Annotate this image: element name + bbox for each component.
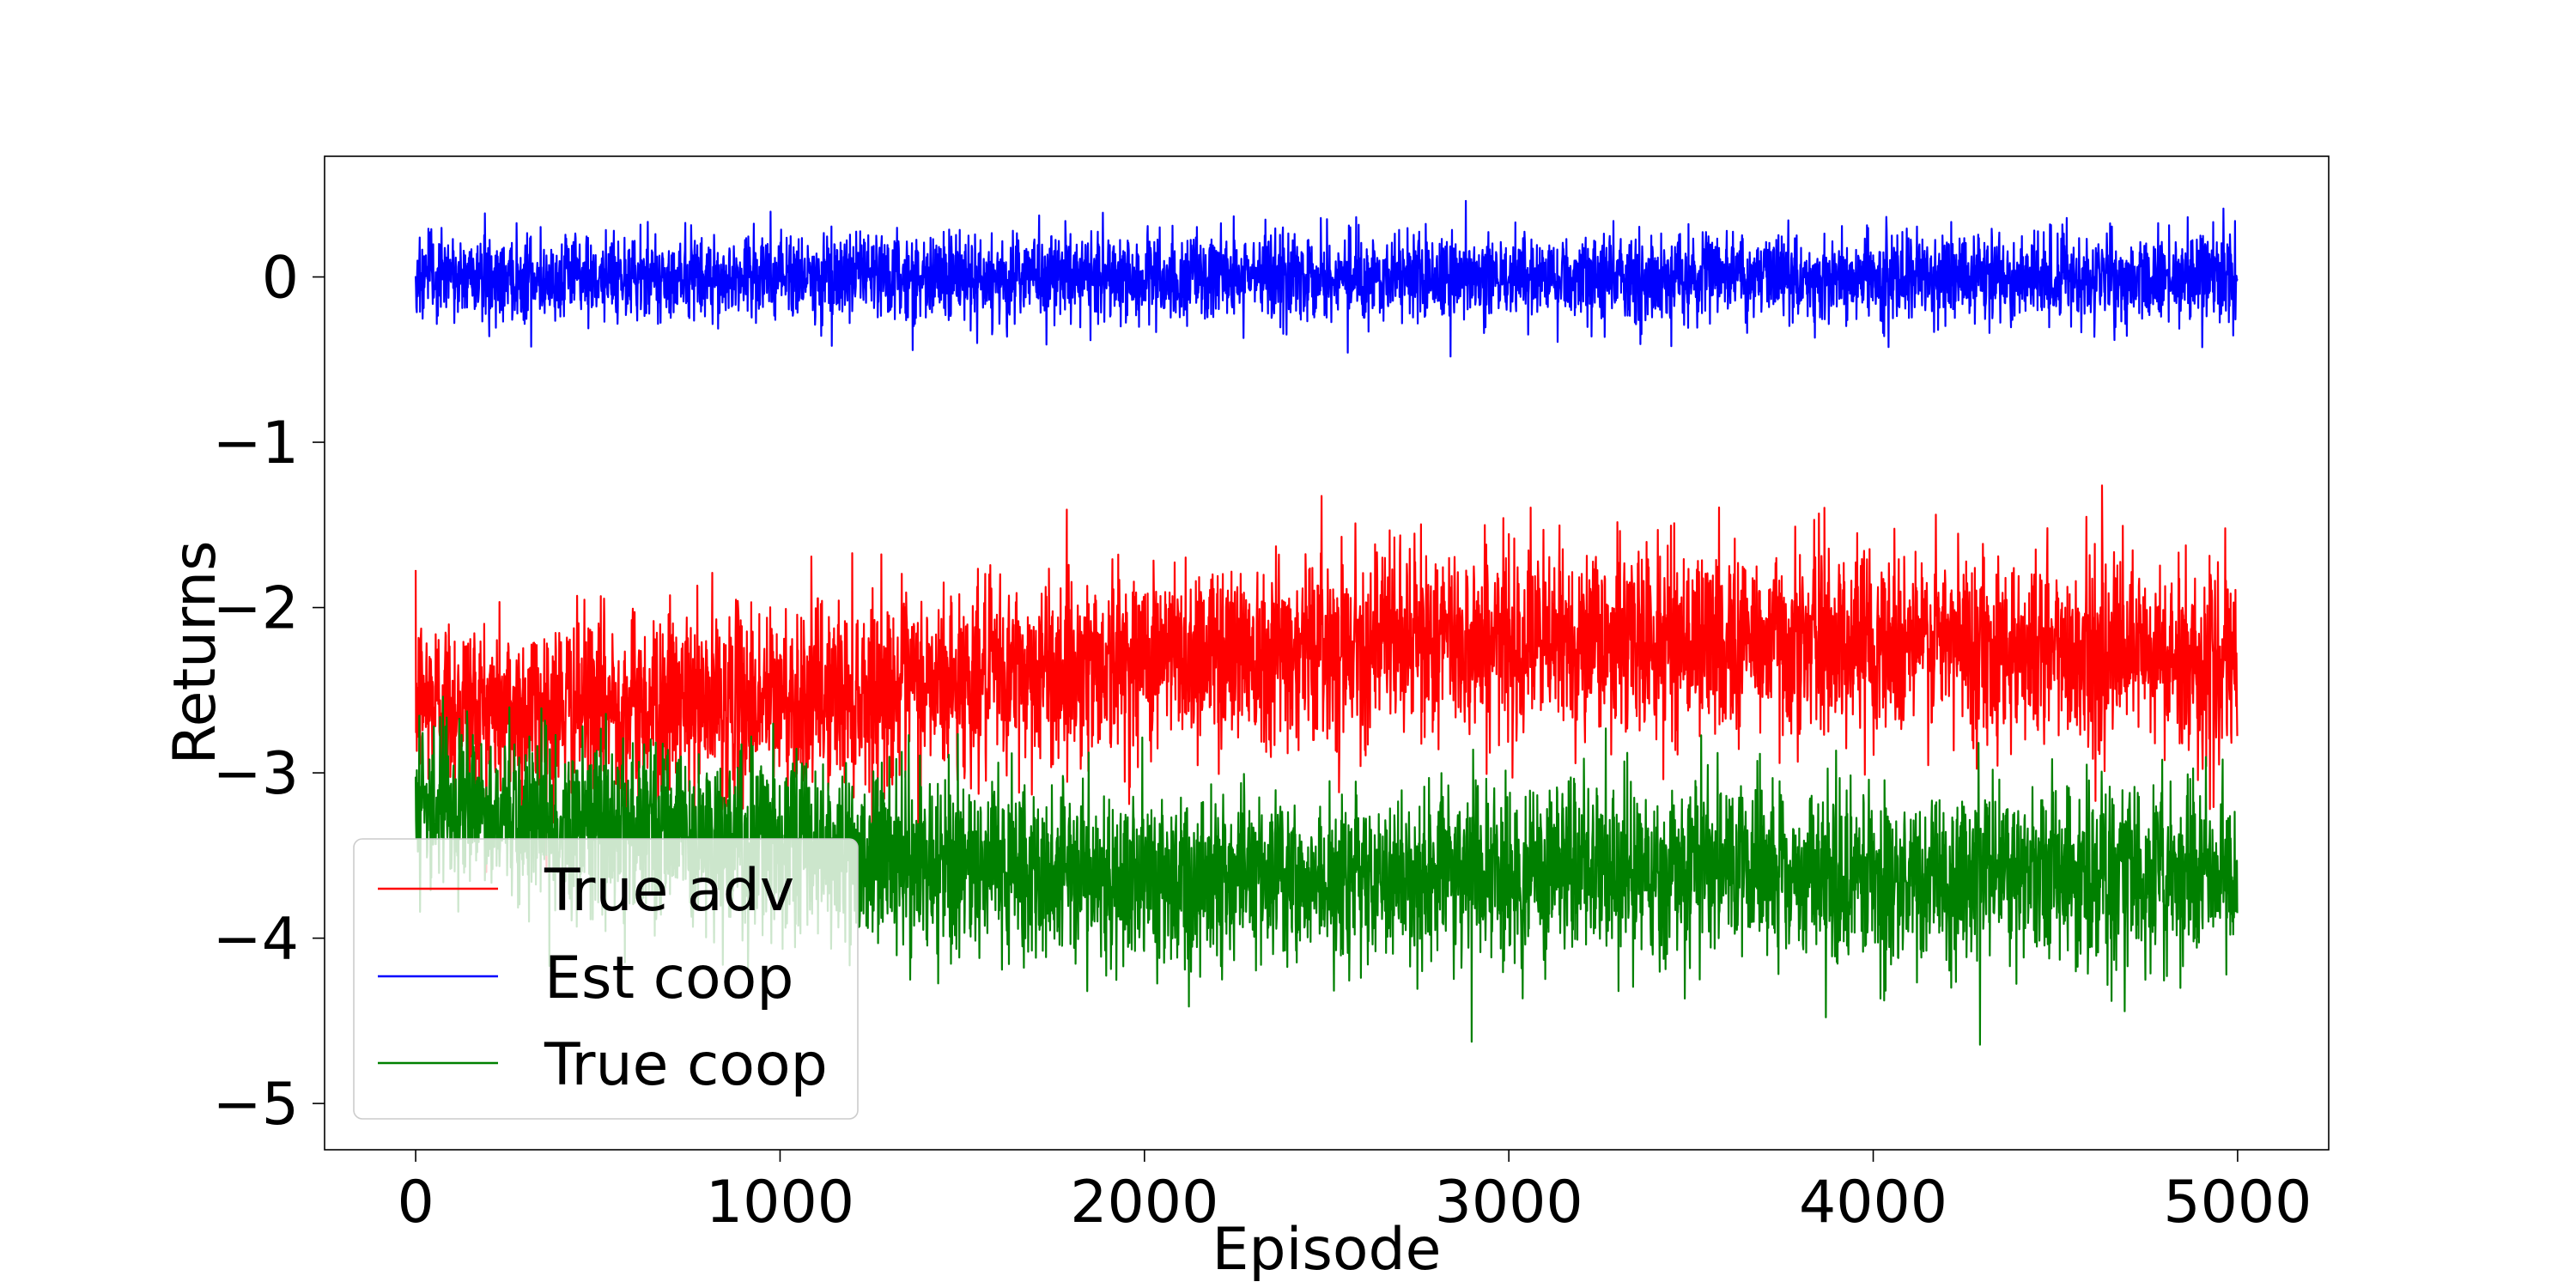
x-tick-label: 3000 — [1435, 1169, 1583, 1236]
series-line-est-coop — [415, 199, 2239, 358]
legend-label-true-coop: True coop — [544, 1031, 828, 1099]
y-tick-label: −3 — [213, 740, 299, 808]
legend-box — [353, 838, 859, 1120]
x-tick-label: 2000 — [1070, 1169, 1218, 1236]
y-axis-label: Returns — [161, 540, 229, 764]
x-axis-label: Episode — [1212, 1216, 1441, 1284]
legend-label-true-adv: True adv — [544, 857, 794, 925]
legend: True adv Est coop True coop — [353, 838, 859, 1120]
x-tick-label: 1000 — [706, 1169, 854, 1236]
x-tick-label: 4000 — [1799, 1169, 1947, 1236]
x-tick-label: 5000 — [2163, 1169, 2312, 1236]
y-tick-label: −1 — [213, 410, 299, 477]
x-axis: 0 1000 2000 3000 4000 5000 — [397, 1150, 2312, 1236]
y-axis: 0 −1 −2 −3 −4 −5 — [213, 245, 325, 1139]
plot-frame — [324, 155, 2330, 1151]
series-line-true-adv — [415, 484, 2239, 873]
y-tick-label: −2 — [213, 575, 299, 643]
y-tick-label: 0 — [262, 245, 299, 313]
y-tick-label: −4 — [213, 906, 299, 974]
x-tick-label: 0 — [397, 1169, 434, 1236]
legend-label-est-coop: Est coop — [544, 945, 793, 1012]
y-tick-label: −5 — [213, 1071, 299, 1139]
